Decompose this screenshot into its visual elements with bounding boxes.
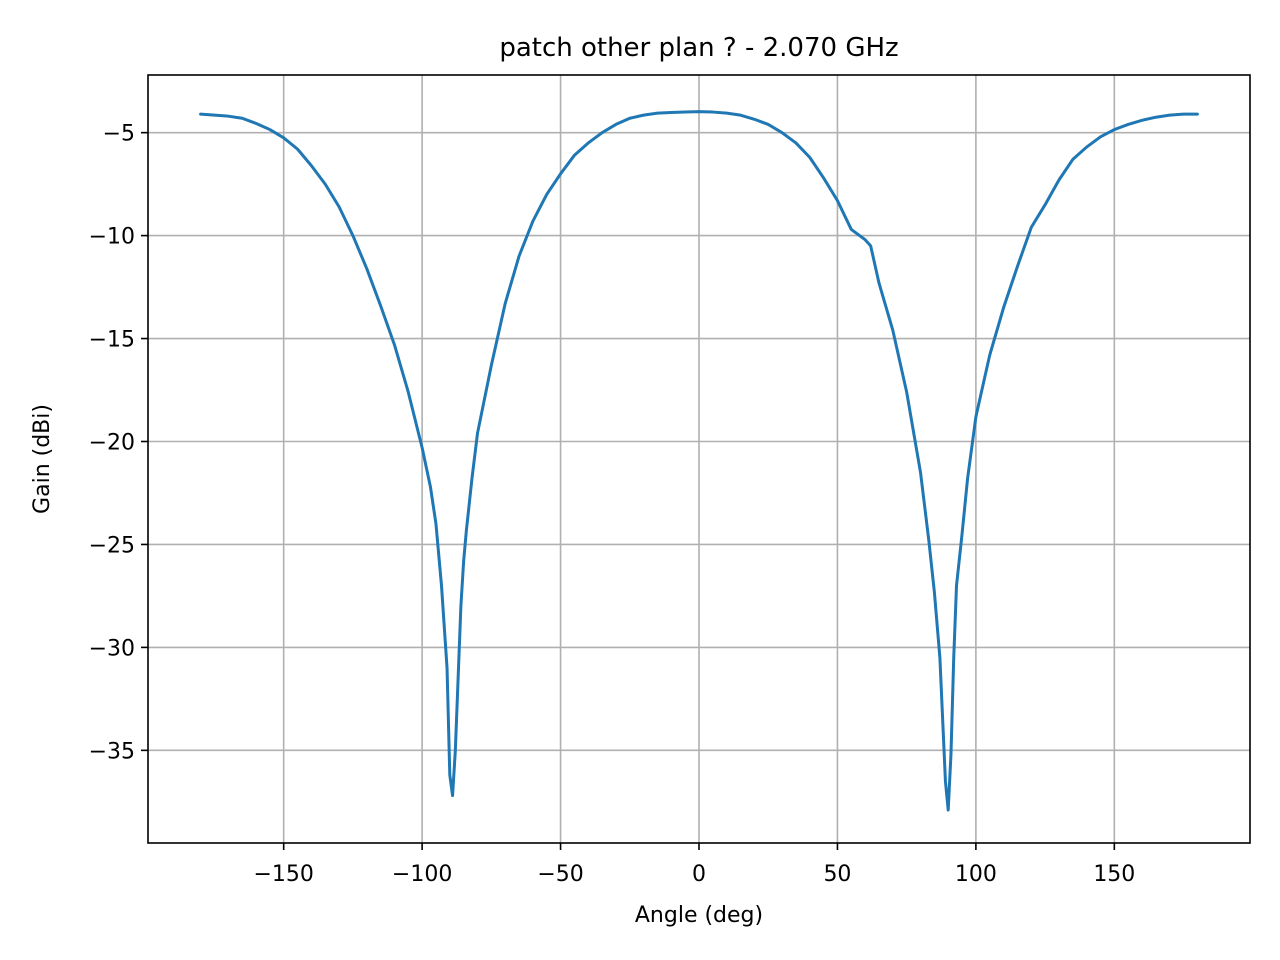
x-tick-label: 0 — [692, 862, 706, 887]
x-tick-label: 100 — [955, 862, 997, 887]
y-tick-label: −35 — [89, 739, 135, 764]
x-tick-label: −100 — [392, 862, 452, 887]
y-tick-label: −5 — [103, 122, 135, 147]
y-tick-label: −25 — [89, 533, 135, 558]
y-tick-label: −10 — [89, 225, 135, 250]
chart-title: patch other plan ? - 2.070 GHz — [499, 33, 898, 63]
x-tick-label: −150 — [253, 862, 313, 887]
x-tick-label: 50 — [823, 862, 851, 887]
gain-series-line — [199, 110, 1199, 812]
grid-lines — [148, 75, 1250, 843]
y-tick-label: −30 — [89, 636, 135, 661]
x-axis-label: Angle (deg) — [635, 903, 763, 928]
y-axis-label: Gain (dBi) — [30, 404, 55, 514]
x-tick-label: 150 — [1093, 862, 1135, 887]
y-tick-label: −15 — [89, 328, 135, 353]
x-axis-ticks: −150 −100 −50 0 50 100 150 — [253, 843, 1135, 887]
x-tick-label: −50 — [537, 862, 583, 887]
y-axis-ticks: −5 −10 −15 −20 −25 −30 −35 — [89, 122, 148, 764]
y-tick-label: −20 — [89, 430, 135, 455]
